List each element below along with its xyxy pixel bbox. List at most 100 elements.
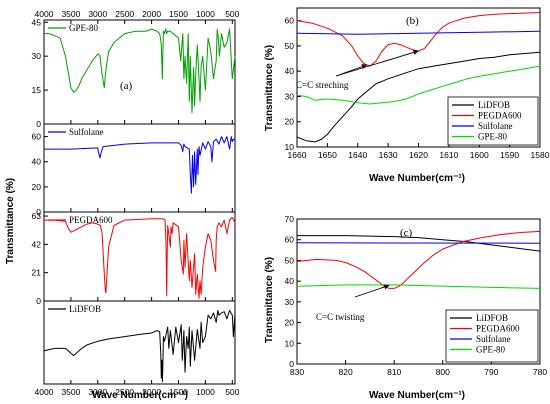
panel-a-sulfolane-y-tick-label: 20 xyxy=(32,182,42,192)
panel-c-y-axis-title: Transmittance (%) xyxy=(264,257,275,343)
panel-c-y-tick-label: 10 xyxy=(285,338,295,348)
panel-a-pegda600-frame xyxy=(43,211,236,302)
panel-b-pegda600-line xyxy=(296,12,541,67)
panel-a-sulfolane-legend-label: Sulfolane xyxy=(69,127,104,137)
panel-b-annotation-arrow xyxy=(335,50,419,77)
panel-b-x-tick-label: 1630 xyxy=(379,150,398,160)
panel-c-lidfob-line xyxy=(297,235,541,252)
panel-c: 830 820 810 800 790 780 0 10 20 30 40 50 60 70 LiDFOBP… xyxy=(285,214,548,377)
panel-b-legend-label: Sulfolane xyxy=(478,121,513,131)
panel-b-y-tick-label: 30 xyxy=(285,91,295,101)
panel-c-y-tick-label: 50 xyxy=(285,255,295,265)
panel-a-sulfolane-y-tick-label: 40 xyxy=(32,157,42,167)
panel-c-x-tick-label: 830 xyxy=(290,367,304,377)
panel-c-y-tick-label: 20 xyxy=(285,318,295,328)
panel-b-y-tick-label: 60 xyxy=(285,16,295,26)
panel-b-y-tick-label: 50 xyxy=(285,41,295,51)
panel-a-top-tick-label: 4000 xyxy=(35,9,54,19)
panel-b-x-axis-title: Wave Number(cm⁻¹) xyxy=(369,173,465,184)
panel-c-y-tick-label: 70 xyxy=(285,214,295,224)
panel-a-top-tick-label: 3000 xyxy=(88,9,107,19)
panel-a-lidfob-x-tick-label: 500 xyxy=(225,387,239,397)
panel-b: 1660 1650 1640 1630 1620 1610 1600 1590 1580 10 20… xyxy=(285,7,550,160)
panel-a-top-tick-label: 1000 xyxy=(196,9,215,19)
panel-a-top-tick-label: 1500 xyxy=(169,9,188,19)
panel-c-x-tick-label: 780 xyxy=(533,367,547,377)
panel-a-gpe-80-legend-label: GPE-80 xyxy=(69,23,98,33)
panel-a-gpe-80-y-tick-label: 45 xyxy=(32,17,42,27)
panel-b-lidfob-line xyxy=(296,51,541,143)
panel-b-annotation: C=C streching xyxy=(296,80,349,90)
panel-a-lidfob-x-tick-label: 3500 xyxy=(61,387,80,397)
panel-a-lidfob-x-tick-label: 2500 xyxy=(115,387,134,397)
panel-b-x-tick-label: 1600 xyxy=(470,150,489,160)
panel-b-y-tick-label: 10 xyxy=(285,142,295,152)
panel-a-lidfob-x-tick-label: 4000 xyxy=(35,387,54,397)
panel-c-frame xyxy=(296,218,541,365)
panel-c-y-tick-label: 0 xyxy=(289,359,294,369)
panel-b-legend-label: GPE-80 xyxy=(478,132,507,142)
panel-c-annotation: C=C twisting xyxy=(316,312,365,322)
panel-c-x-axis-title: Wave Number(cm⁻¹) xyxy=(369,390,465,401)
panel-b-legend-label: PEGDA600 xyxy=(478,111,522,121)
panel-a-lidfob-frame xyxy=(43,300,236,385)
panel-b-label: (b) xyxy=(406,15,419,27)
panel-a-top-tick-label: 3500 xyxy=(61,9,80,19)
panel-b-x-tick-label: 1640 xyxy=(348,150,367,160)
panel-c-x-tick-label: 790 xyxy=(484,367,498,377)
panel-c-y-tick-label: 30 xyxy=(285,297,295,307)
panel-c-label: (c) xyxy=(400,227,413,239)
panel-c-y-tick-label: 60 xyxy=(285,235,295,245)
panel-b-annotation-arrowhead xyxy=(412,49,419,55)
panel-b-x-tick-label: 1660 xyxy=(288,150,307,160)
panel-a-lidfob-x-tick-label: 1500 xyxy=(169,387,188,397)
panel-b-x-tick-label: 1580 xyxy=(531,150,550,160)
panel-c-legend-label: PEGDA600 xyxy=(476,324,520,334)
panel-a-lidfob-x-tick-label: 3000 xyxy=(88,387,107,397)
panel-a-pegda600-legend-label: PEGDA600 xyxy=(69,215,113,225)
panel-a: 4000 3500 3000 2500 2000 1500 1000 500 0 15 30 45 GP… xyxy=(32,9,240,397)
panel-c-y-tick-label: 40 xyxy=(285,276,295,286)
panel-b-x-tick-label: 1590 xyxy=(500,150,519,160)
panel-a-label: (a) xyxy=(120,80,133,92)
panel-a-pegda600-y-tick-label: 63 xyxy=(32,211,42,221)
panel-a-sulfolane-series-line xyxy=(44,136,236,194)
panel-c-legend xyxy=(445,309,539,363)
panel-a-top-tick-label: 500 xyxy=(225,9,239,19)
panel-a-lidfob-x-tick-label: 2000 xyxy=(142,387,161,397)
panel-a-gpe-80-series-line xyxy=(44,28,236,114)
panel-a-x-axis-title: Wave Number(cm⁻¹) xyxy=(92,390,188,401)
panel-c-x-tick-label: 800 xyxy=(436,367,450,377)
panel-a-gpe-80-y-tick-label: 15 xyxy=(32,85,42,95)
panel-a-gpe-80-y-tick-label: 30 xyxy=(32,51,42,61)
panel-b-y-tick-label: 40 xyxy=(285,66,295,76)
panel-b-y-tick-label: 20 xyxy=(285,117,295,127)
panel-c-pegda600-line xyxy=(296,230,541,289)
panel-b-legend-label: LiDFOB xyxy=(478,100,510,110)
panel-b-x-tick-label: 1610 xyxy=(439,150,458,160)
panel-a-y-axis-title: Transmittance (%) xyxy=(5,178,16,264)
panel-a-sulfolane-y-tick-label: 0 xyxy=(36,207,41,217)
panel-c-annotation-arrow xyxy=(354,284,390,298)
panel-b-y-axis-title: Transmittance (%) xyxy=(264,45,275,131)
panel-a-pegda600-y-tick-label: 0 xyxy=(36,296,41,306)
panel-a-lidfob-x-tick-label: 1000 xyxy=(196,387,215,397)
panel-c-legend-label: GPE-80 xyxy=(476,345,505,355)
panel-b-x-tick-label: 1620 xyxy=(409,150,428,160)
panel-a-lidfob-series-line xyxy=(43,310,236,383)
panel-a-pegda600-y-tick-label: 21 xyxy=(32,268,42,278)
panel-a-top-tick-label: 2500 xyxy=(115,9,134,19)
panel-b-x-tick-label: 1650 xyxy=(318,150,337,160)
panel-c-gpe-80-line xyxy=(296,284,541,289)
panel-c-annotation-arrowhead xyxy=(383,284,390,290)
panel-a-pegda600-series-line xyxy=(44,216,236,299)
panel-a-lidfob-legend-label: LiDFOB xyxy=(69,304,101,314)
panel-a-sulfolane-y-tick-label: 60 xyxy=(32,132,42,142)
panel-a-sulfolane-frame xyxy=(43,123,236,213)
panel-a-pegda600-y-tick-label: 42 xyxy=(32,239,42,249)
panel-c-x-tick-label: 820 xyxy=(339,367,353,377)
panel-c-legend-label: Sulfolane xyxy=(476,334,511,344)
panel-b-gpe-80-line xyxy=(296,65,541,105)
panel-b-sulfolane-line xyxy=(296,30,541,35)
panel-c-legend-label: LiDFOB xyxy=(476,313,508,323)
